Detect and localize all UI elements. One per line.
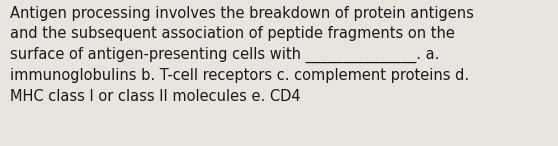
Text: Antigen processing involves the breakdown of protein antigens
and the subsequent: Antigen processing involves the breakdow… bbox=[10, 6, 474, 104]
